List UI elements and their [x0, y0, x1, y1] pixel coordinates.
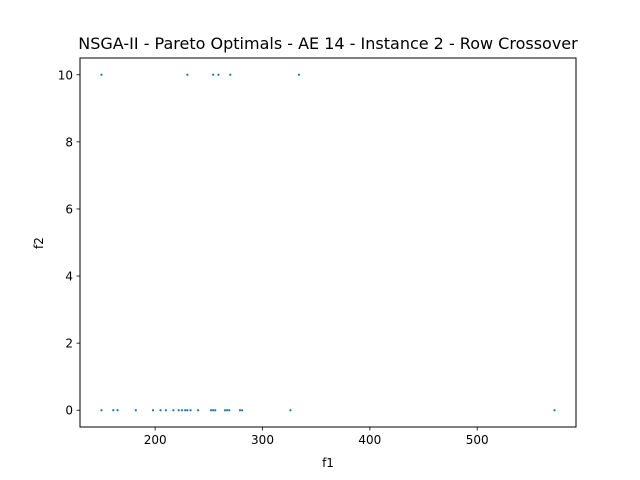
data-point — [217, 73, 220, 76]
data-point — [212, 409, 215, 412]
plot-area: 200 300 400 500 0 2 4 6 8 10 — [58, 57, 577, 447]
data-points — [100, 73, 556, 412]
data-point — [209, 409, 213, 412]
data-point — [180, 409, 184, 412]
y-tick-label: 0 — [65, 404, 73, 418]
data-point — [214, 409, 217, 412]
data-point — [229, 73, 232, 76]
data-point — [164, 409, 167, 412]
x-tick-label: 500 — [466, 433, 489, 447]
chart-title: NSGA-II - Pareto Optimals - AE 14 - Inst… — [78, 34, 578, 53]
data-point — [289, 409, 292, 412]
data-point — [184, 409, 187, 412]
data-point — [189, 409, 192, 412]
data-point — [116, 409, 119, 412]
data-point — [134, 409, 137, 412]
y-axis-label: f2 — [32, 237, 46, 249]
x-axis-label: f1 — [322, 456, 334, 470]
data-point — [151, 409, 155, 412]
data-point — [223, 409, 227, 412]
data-point — [297, 73, 301, 76]
data-point — [177, 409, 180, 412]
y-tick-label: 4 — [65, 270, 73, 284]
data-point — [112, 409, 115, 412]
data-point — [159, 409, 162, 412]
data-point — [225, 409, 229, 412]
data-point — [238, 409, 242, 412]
data-point — [186, 409, 189, 412]
data-point — [553, 409, 556, 412]
y-tick-label: 8 — [65, 135, 73, 149]
y-tick-label: 10 — [58, 68, 73, 82]
data-point — [212, 73, 215, 76]
x-tick-label: 400 — [358, 433, 381, 447]
plot-frame — [79, 57, 577, 428]
y-tick-label: 2 — [65, 337, 73, 351]
data-point — [100, 73, 103, 76]
data-point — [196, 409, 200, 412]
data-point — [186, 73, 189, 76]
y-tick-label: 6 — [65, 202, 73, 216]
y-axis-ticks: 0 2 4 6 8 10 — [58, 68, 80, 418]
data-point — [100, 409, 103, 412]
data-point — [228, 409, 231, 412]
x-tick-label: 300 — [251, 433, 274, 447]
data-point — [241, 409, 244, 412]
data-point — [172, 409, 175, 412]
x-axis-ticks: 200 300 400 500 — [144, 427, 489, 447]
x-tick-label: 200 — [144, 433, 167, 447]
